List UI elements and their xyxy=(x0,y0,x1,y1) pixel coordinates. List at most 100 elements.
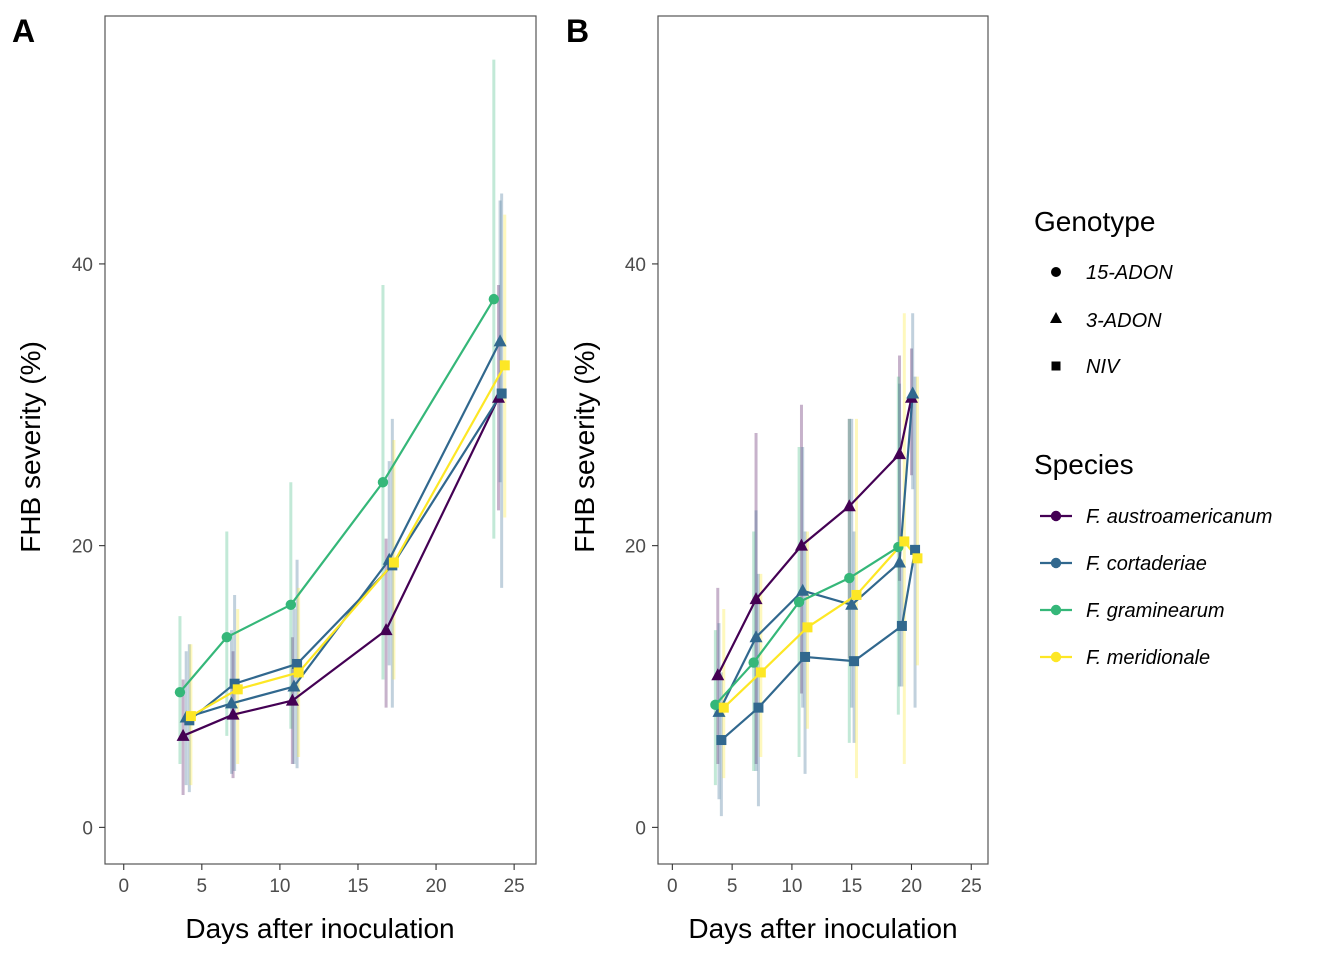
data-point-f-meridionale xyxy=(185,711,196,722)
x-tick-label: 15 xyxy=(841,876,862,897)
legend-species-label: F. cortaderiae xyxy=(1086,553,1207,575)
legend-genotype-item: 15-ADON xyxy=(1051,262,1173,284)
legend-point-swatch xyxy=(1050,651,1062,663)
legend-species-item: F. cortaderiae xyxy=(1040,553,1207,575)
legend-species-item: F. graminearum xyxy=(1040,600,1225,622)
panel-a-ticks: 0 5 10 15 20 25 0 20 40 xyxy=(72,255,525,897)
panel-b: B 0 5 10 15 20 25 0 20 40 Days after inoculation… xyxy=(566,13,989,944)
data-point-f-meridionale xyxy=(755,667,766,678)
data-point-f-cortaderiae xyxy=(845,597,859,610)
x-tick-label: 0 xyxy=(118,876,129,897)
data-point-f-cortaderiae xyxy=(849,656,860,667)
data-point-f-meridionale xyxy=(851,589,862,600)
panel-b-plot xyxy=(710,313,923,817)
data-point-f-meridionale xyxy=(912,553,923,564)
x-tick-label: 15 xyxy=(347,876,368,897)
data-point-f-meridionale xyxy=(499,360,510,371)
panel-b-tag: B xyxy=(566,13,589,49)
x-tick-label: 5 xyxy=(727,876,738,897)
legend-species: F. austroamericanum F. cortaderiae F. gram… xyxy=(1040,506,1272,669)
data-point-f-meridionale xyxy=(802,622,813,633)
legend-genotype-label: NIV xyxy=(1086,356,1121,378)
data-point-f-cortaderiae xyxy=(800,651,811,662)
data-point-f-cortaderiae xyxy=(292,658,303,669)
data-point-f-graminearum xyxy=(174,686,186,698)
legend-genotype-title: Genotype xyxy=(1034,206,1155,237)
panel-a-ylabel: FHB severity (%) xyxy=(15,341,46,553)
data-point-f-cortaderiae xyxy=(749,630,763,643)
x-tick-label: 25 xyxy=(961,876,982,897)
data-point-f-austroamericanum xyxy=(842,499,856,512)
panel-b-xlabel: Days after inoculation xyxy=(688,913,957,944)
data-point-f-meridionale xyxy=(293,667,304,678)
data-point-f-cortaderiae xyxy=(796,583,810,596)
data-point-f-austroamericanum xyxy=(794,538,808,551)
data-point-f-graminearum xyxy=(488,293,500,305)
data-point-f-cortaderiae xyxy=(910,544,921,555)
data-point-f-cortaderiae xyxy=(287,679,301,692)
panel-a: A 0 5 10 15 20 25 0 20 40 Days after inoculation… xyxy=(12,13,537,944)
data-point-f-graminearum xyxy=(748,657,759,668)
data-point-f-austroamericanum xyxy=(379,623,393,636)
data-point-f-cortaderiae xyxy=(224,696,238,709)
data-point-f-graminearum xyxy=(710,699,721,711)
series-line-f-cortaderiae-niv xyxy=(720,549,917,741)
data-point-f-meridionale xyxy=(388,557,399,568)
legend-genotype-label: 3-ADON xyxy=(1086,310,1162,332)
triangle-shape-icon xyxy=(1050,312,1062,323)
data-point-f-meridionale xyxy=(899,536,910,547)
x-tick-label: 5 xyxy=(197,876,208,897)
y-tick-label: 20 xyxy=(72,537,93,558)
series-line-f-cortaderiae-3-adon xyxy=(717,393,914,713)
legend-point-swatch xyxy=(1050,510,1062,522)
data-point-f-cortaderiae xyxy=(893,555,907,568)
x-tick-label: 10 xyxy=(781,876,802,897)
data-point-f-austroamericanum xyxy=(285,693,299,706)
legend-point-swatch xyxy=(1050,557,1062,569)
legend-species-label: F. graminearum xyxy=(1086,600,1225,622)
data-point-f-graminearum xyxy=(377,477,389,488)
data-point-f-graminearum xyxy=(793,596,805,608)
y-tick-label: 0 xyxy=(82,818,93,839)
data-point-f-cortaderiae xyxy=(716,735,727,746)
legend: Genotype 15-ADON 3-ADON NIV Species F. a… xyxy=(1034,206,1272,669)
y-tick-label: 40 xyxy=(625,255,646,276)
x-tick-label: 20 xyxy=(425,876,446,897)
data-point-f-meridionale xyxy=(718,702,729,713)
legend-species-title: Species xyxy=(1034,449,1134,480)
data-point-f-cortaderiae xyxy=(496,388,507,399)
data-point-f-cortaderiae xyxy=(753,702,764,713)
panel-a-frame xyxy=(104,15,537,865)
legend-genotype-item: 3-ADON xyxy=(1050,310,1162,332)
legend-genotype-label: 15-ADON xyxy=(1086,262,1173,284)
legend-species-label: F. meridionale xyxy=(1086,647,1210,669)
legend-point-swatch xyxy=(1050,604,1062,616)
data-point-f-graminearum xyxy=(285,599,297,611)
x-tick-label: 10 xyxy=(269,876,290,897)
legend-species-item: F. meridionale xyxy=(1040,647,1210,669)
data-point-f-austroamericanum xyxy=(893,447,907,460)
y-tick-label: 0 xyxy=(635,818,646,839)
panel-b-ylabel: FHB severity (%) xyxy=(569,341,600,553)
square-shape-icon xyxy=(1051,361,1061,371)
y-tick-label: 40 xyxy=(72,255,93,276)
x-tick-label: 0 xyxy=(667,876,678,897)
data-point-f-austroamericanum xyxy=(226,707,240,720)
data-point-f-cortaderiae xyxy=(896,620,907,631)
panel-a-tag: A xyxy=(12,13,35,49)
x-tick-label: 25 xyxy=(504,876,525,897)
data-point-f-cortaderiae xyxy=(229,678,240,689)
panel-a-plot xyxy=(174,59,510,795)
data-point-f-graminearum xyxy=(221,632,233,643)
data-point-f-austroamericanum xyxy=(711,668,725,681)
data-point-f-graminearum xyxy=(844,572,855,584)
data-point-f-austroamericanum xyxy=(749,592,763,605)
data-point-f-austroamericanum xyxy=(176,728,190,741)
legend-genotype-item: NIV xyxy=(1051,356,1121,378)
series-line-f-austroamericanum-3-adon xyxy=(716,397,913,676)
data-point-f-cortaderiae xyxy=(493,334,507,347)
data-point-f-cortaderiae xyxy=(906,386,920,399)
legend-species-label: F. austroamericanum xyxy=(1086,506,1272,528)
panel-a-xlabel: Days after inoculation xyxy=(185,913,454,944)
